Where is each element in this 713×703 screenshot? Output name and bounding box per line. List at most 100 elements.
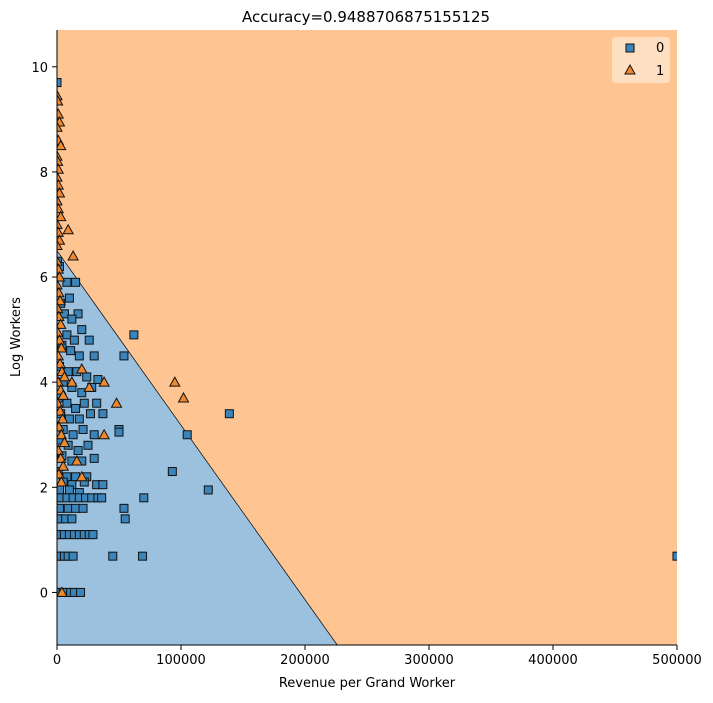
data-point-class-0 <box>77 388 87 398</box>
legend-marker-class-1 <box>624 63 636 75</box>
data-point-class-0 <box>63 503 73 513</box>
data-point-class-0 <box>83 440 93 450</box>
data-point-class-1 <box>57 357 66 369</box>
data-point-class-0 <box>78 503 88 513</box>
data-point-class-0 <box>119 503 129 513</box>
data-point-class-0 <box>62 330 72 340</box>
x-tick-label: 500000 <box>652 653 702 668</box>
x-tick-label: 0 <box>53 653 61 668</box>
data-point-class-1 <box>57 586 68 597</box>
data-point-class-1 <box>57 302 64 314</box>
data-point-class-0 <box>67 514 77 524</box>
data-point-class-0 <box>97 493 107 503</box>
data-point-class-1 <box>57 452 67 463</box>
data-point-class-0 <box>57 503 64 513</box>
data-point-class-1 <box>57 334 66 345</box>
x-ticks: 0 100000 200000 300000 400000 500000 <box>53 645 702 668</box>
data-point-class-0 <box>68 551 78 561</box>
data-point-class-1 <box>57 139 67 151</box>
data-point-class-1 <box>57 405 66 416</box>
data-point-class-1 <box>57 420 65 432</box>
data-point-class-1 <box>62 223 75 235</box>
x-tick-label: 200000 <box>280 653 330 668</box>
legend-marker-class-0 <box>625 43 635 53</box>
data-point-class-0 <box>82 372 92 382</box>
data-point-class-0 <box>64 293 74 303</box>
data-point-class-0 <box>120 514 130 524</box>
data-point-class-0 <box>71 503 81 513</box>
y-tick-label: 10 <box>31 61 48 76</box>
data-point-class-0 <box>73 309 83 319</box>
data-point-class-1 <box>57 468 65 479</box>
data-point-class-1 <box>57 179 65 190</box>
y-tick-label: 6 <box>40 271 48 286</box>
data-point-class-1 <box>57 294 66 306</box>
data-point-class-1 <box>168 376 181 387</box>
data-point-class-0 <box>119 351 129 361</box>
data-point-class-1 <box>57 310 65 321</box>
data-point-class-0 <box>74 351 84 361</box>
data-point-class-0 <box>66 346 76 356</box>
data-point-class-1 <box>57 202 65 214</box>
data-point-class-0 <box>85 409 95 419</box>
data-point-class-1 <box>70 454 83 466</box>
data-point-class-1 <box>57 460 70 471</box>
data-point-class-0 <box>108 551 118 561</box>
data-point-class-0 <box>114 427 124 437</box>
data-point-class-1 <box>57 318 67 329</box>
data-point-class-0 <box>672 551 677 561</box>
data-point-class-0 <box>89 453 99 463</box>
y-tick-label: 2 <box>40 481 48 496</box>
data-point-class-0 <box>67 314 77 324</box>
data-point-class-1 <box>57 286 65 298</box>
data-point-class-0 <box>62 277 72 287</box>
data-point-class-1 <box>57 255 63 266</box>
data-point-class-1 <box>110 397 123 408</box>
series-class-1 <box>57 89 190 597</box>
data-point-class-0 <box>62 398 72 408</box>
data-point-class-1 <box>57 476 68 487</box>
data-point-class-0 <box>138 551 148 561</box>
data-point-class-1 <box>57 349 65 361</box>
data-point-class-1 <box>58 370 71 382</box>
data-point-class-1 <box>98 428 110 440</box>
data-point-class-1 <box>177 391 190 403</box>
y-tick-label: 8 <box>40 166 48 181</box>
data-point-class-1 <box>57 210 67 222</box>
data-point-class-0 <box>77 325 87 335</box>
x-tick-label: 300000 <box>404 653 454 668</box>
data-point-class-0 <box>129 330 139 340</box>
data-point-class-0 <box>73 446 83 456</box>
data-point-class-0 <box>139 493 149 503</box>
plot-area <box>57 30 677 645</box>
y-tick-label: 0 <box>40 586 48 601</box>
data-point-class-1 <box>67 249 79 261</box>
data-point-class-1 <box>58 436 71 448</box>
data-point-class-1 <box>57 218 63 229</box>
data-point-class-0 <box>88 530 98 540</box>
data-point-class-0 <box>89 351 99 361</box>
y-ticks: 0 2 4 6 8 10 <box>31 61 57 601</box>
data-point-class-0 <box>78 424 88 434</box>
legend-label-class-0: 0 <box>656 41 664 56</box>
data-point-class-1 <box>57 239 63 251</box>
data-point-class-1 <box>75 363 88 374</box>
data-point-class-1 <box>83 381 96 392</box>
chart-title: Accuracy=0.9488706875155125 <box>242 8 490 26</box>
data-point-class-1 <box>57 428 68 440</box>
data-point-class-0 <box>69 335 79 345</box>
data-point-class-1 <box>57 108 65 119</box>
data-point-class-1 <box>57 194 63 206</box>
data-point-class-1 <box>57 341 68 353</box>
data-point-class-1 <box>57 397 64 408</box>
data-point-class-0 <box>93 375 103 385</box>
data-point-class-0 <box>92 398 102 408</box>
data-point-class-0 <box>64 485 74 495</box>
x-tick-label: 100000 <box>156 653 206 668</box>
data-point-class-0 <box>76 587 86 597</box>
data-point-class-0 <box>182 430 192 440</box>
data-point-class-0 <box>98 480 108 490</box>
data-point-class-0 <box>98 409 108 419</box>
x-tick-label: 400000 <box>528 653 578 668</box>
data-point-class-1 <box>57 226 65 237</box>
